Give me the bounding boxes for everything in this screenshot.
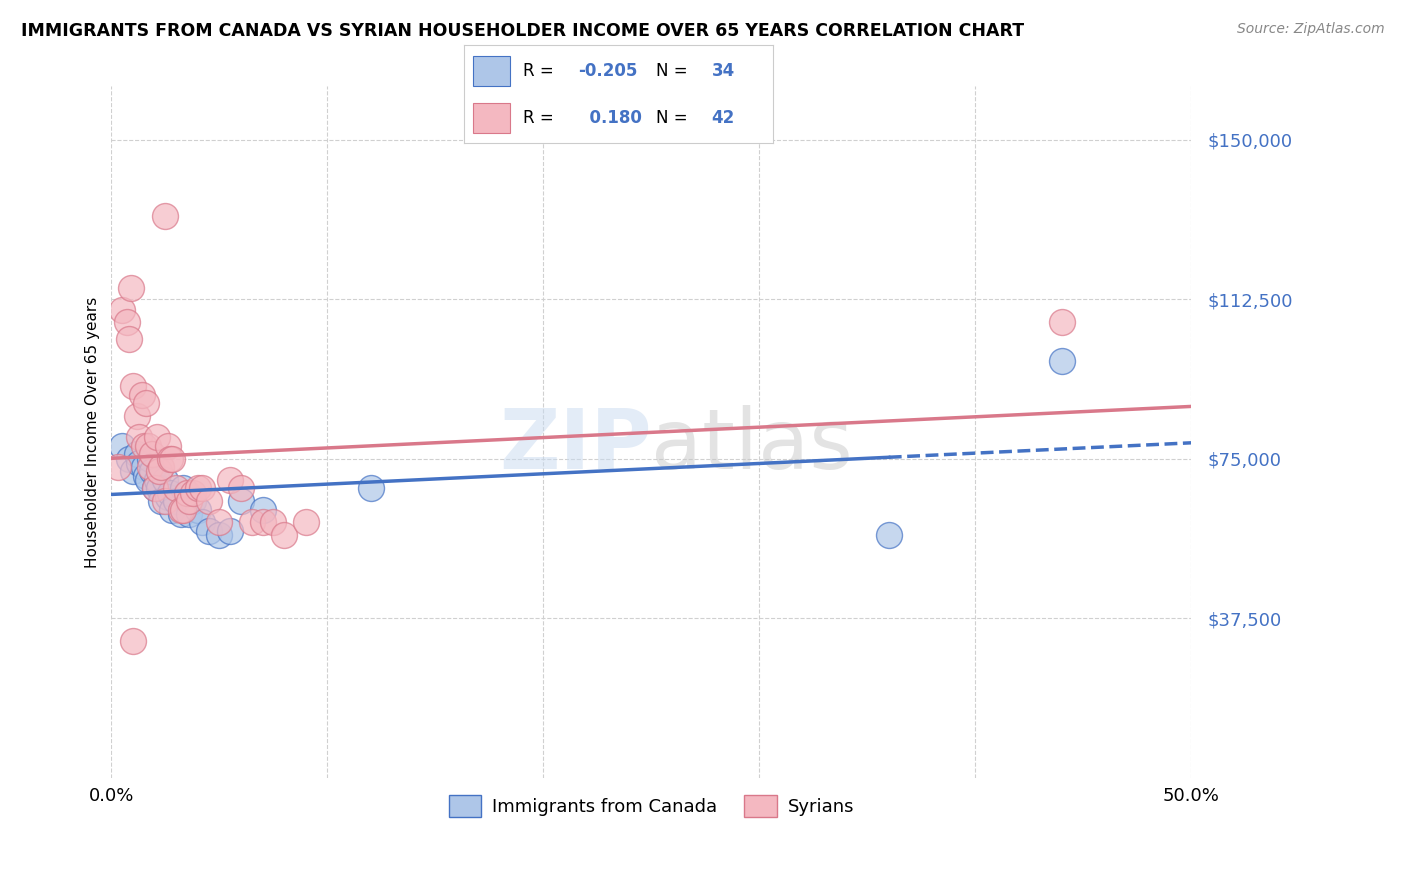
Point — [139, 451, 162, 466]
Point — [159, 451, 181, 466]
Point — [191, 481, 214, 495]
Text: 42: 42 — [711, 109, 735, 128]
Point — [169, 502, 191, 516]
Point — [143, 481, 166, 495]
Point — [179, 507, 201, 521]
Point — [111, 302, 134, 317]
Point — [150, 460, 173, 475]
Text: 34: 34 — [711, 62, 735, 80]
Point — [165, 481, 187, 495]
Point — [877, 528, 900, 542]
Point — [172, 502, 194, 516]
Point — [252, 516, 274, 530]
Point — [127, 447, 149, 461]
Point — [176, 485, 198, 500]
Point — [191, 516, 214, 530]
Point — [136, 439, 159, 453]
Text: ZIP: ZIP — [499, 405, 651, 486]
Point — [273, 528, 295, 542]
Point — [148, 464, 170, 478]
Point — [208, 528, 231, 542]
Y-axis label: Householder Income Over 65 years: Householder Income Over 65 years — [86, 296, 100, 567]
Point — [229, 494, 252, 508]
Point — [1050, 353, 1073, 368]
Point — [172, 481, 194, 495]
Text: atlas: atlas — [651, 405, 853, 486]
Text: IMMIGRANTS FROM CANADA VS SYRIAN HOUSEHOLDER INCOME OVER 65 YEARS CORRELATION CH: IMMIGRANTS FROM CANADA VS SYRIAN HOUSEHO… — [21, 22, 1024, 40]
Point — [111, 439, 134, 453]
Point — [139, 460, 162, 475]
Point — [145, 473, 167, 487]
Point — [187, 502, 209, 516]
Point — [135, 396, 157, 410]
Point — [183, 494, 205, 508]
Point — [141, 464, 163, 478]
Point — [143, 481, 166, 495]
Point — [131, 388, 153, 402]
Point — [1050, 315, 1073, 329]
Bar — [474, 103, 510, 133]
Point — [155, 494, 177, 508]
Text: -0.205: -0.205 — [578, 62, 638, 80]
Text: N =: N = — [655, 109, 693, 128]
Point — [120, 281, 142, 295]
Point — [136, 473, 159, 487]
Point — [135, 468, 157, 483]
Point — [360, 481, 382, 495]
Text: R =: R = — [523, 109, 558, 128]
Point — [240, 516, 263, 530]
Point — [160, 502, 183, 516]
Point — [132, 460, 155, 475]
Point — [132, 439, 155, 453]
Point — [156, 439, 179, 453]
Point — [122, 379, 145, 393]
Point — [127, 409, 149, 423]
Point — [155, 209, 177, 223]
Point — [122, 634, 145, 648]
Point — [208, 516, 231, 530]
Text: 0.180: 0.180 — [578, 109, 643, 128]
Legend: Immigrants from Canada, Syrians: Immigrants from Canada, Syrians — [441, 788, 860, 824]
Bar — [474, 56, 510, 86]
Point — [176, 494, 198, 508]
Point — [197, 524, 219, 538]
Point — [159, 485, 181, 500]
Point — [155, 473, 177, 487]
Point — [148, 481, 170, 495]
Text: R =: R = — [523, 62, 558, 80]
Point — [262, 516, 284, 530]
Point — [118, 333, 141, 347]
Point — [107, 460, 129, 475]
Point — [187, 481, 209, 495]
Point — [294, 516, 316, 530]
Text: N =: N = — [655, 62, 693, 80]
Point — [219, 524, 242, 538]
Point — [179, 494, 201, 508]
Point — [169, 507, 191, 521]
Point — [229, 481, 252, 495]
Point — [141, 447, 163, 461]
Text: Source: ZipAtlas.com: Source: ZipAtlas.com — [1237, 22, 1385, 37]
Point — [128, 430, 150, 444]
Point — [252, 502, 274, 516]
Point — [118, 451, 141, 466]
Point — [219, 473, 242, 487]
Point — [165, 494, 187, 508]
Point — [145, 430, 167, 444]
Point — [183, 485, 205, 500]
Point — [128, 456, 150, 470]
Point — [115, 315, 138, 329]
Point — [197, 494, 219, 508]
Point — [122, 464, 145, 478]
Point — [160, 451, 183, 466]
Point — [156, 490, 179, 504]
Point — [150, 494, 173, 508]
